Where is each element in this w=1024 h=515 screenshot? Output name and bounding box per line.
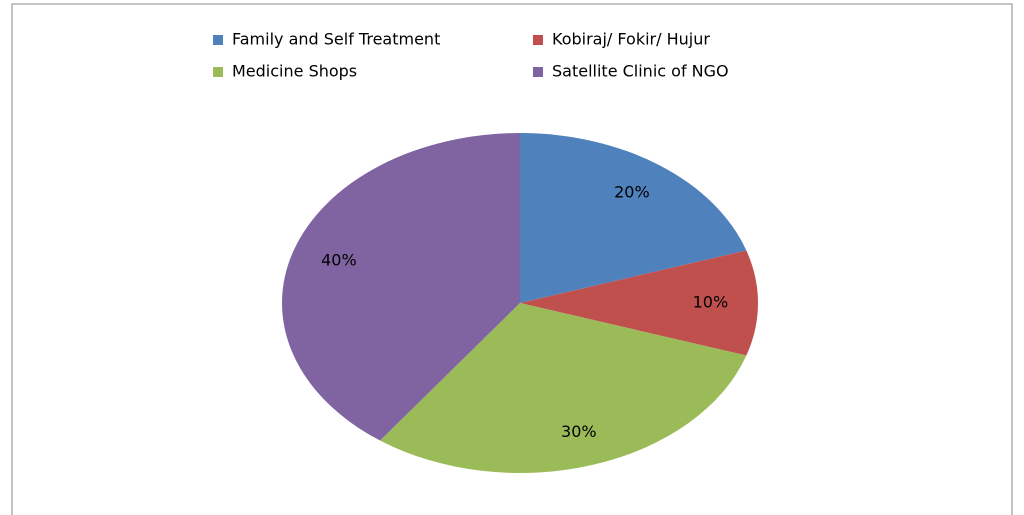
pie-slice — [281, 133, 520, 441]
pie-slice — [380, 303, 747, 474]
legend-swatch — [213, 35, 223, 45]
legend-label: Kobiraj/ Fokir/ Hujur — [552, 30, 710, 49]
legend-label: Medicine Shops — [232, 62, 357, 81]
legend-swatch — [533, 35, 543, 45]
data-label: 40% — [321, 250, 357, 269]
legend-label: Family and Self Treatment — [232, 30, 440, 49]
data-label: 30% — [561, 422, 597, 441]
legend-label: Satellite Clinic of NGO — [552, 62, 729, 81]
pie-slice — [520, 250, 759, 356]
legend-swatch — [213, 67, 223, 77]
data-label: 10% — [693, 293, 729, 312]
legend-swatch — [533, 67, 543, 77]
pie-slice — [520, 133, 747, 303]
data-label: 20% — [614, 182, 650, 201]
